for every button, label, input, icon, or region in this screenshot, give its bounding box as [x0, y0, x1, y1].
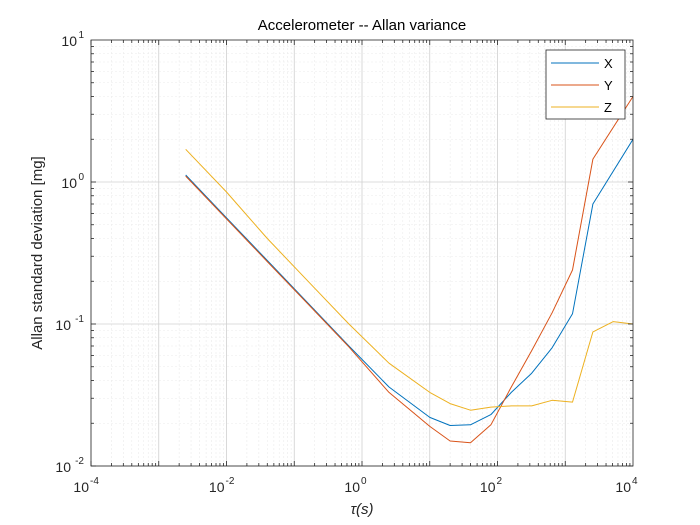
- y-tick-label: -2 10: [55, 456, 84, 475]
- y-tick-label: 010: [61, 172, 84, 191]
- x-tick-label: 10 -2: [209, 476, 235, 495]
- legend-label-y: Y: [604, 78, 613, 93]
- y-tick-base: 10: [61, 175, 77, 191]
- legend: XYZ: [545, 49, 626, 120]
- series-line-z: [185, 148, 633, 411]
- x-tick-exponent: 0: [361, 476, 367, 487]
- y-tick-base: 10: [61, 33, 77, 49]
- x-tick-label: 10 4: [615, 476, 638, 495]
- y-tick-exponent: -1: [75, 314, 84, 325]
- series-layer: [185, 96, 633, 444]
- x-tick-exponent: 4: [632, 476, 638, 487]
- x-tick-base: 10: [615, 479, 631, 495]
- x-tick-exponent: 2: [497, 476, 503, 487]
- y-tick-base: 10: [55, 459, 71, 475]
- x-tick-label: 10 0: [344, 476, 367, 495]
- y-tick-base: 10: [55, 317, 71, 333]
- x-tick-exponent: -2: [226, 476, 235, 487]
- x-tick-base: 10: [480, 479, 496, 495]
- tick-marks: [90, 40, 633, 467]
- y-tick-label: 110: [61, 30, 84, 49]
- x-tick-base: 10: [209, 479, 225, 495]
- chart-title: Accelerometer -- Allan variance: [258, 17, 466, 34]
- x-tick-label: 10 -4: [73, 476, 99, 495]
- x-tick-label: 10 2: [480, 476, 503, 495]
- x-axis-label: τ(s): [350, 501, 373, 518]
- series-line-y: [185, 96, 633, 444]
- x-tick-base: 10: [344, 479, 360, 495]
- legend-label-x: X: [604, 56, 613, 71]
- grid-lines: [90, 40, 633, 467]
- y-tick-exponent: 0: [78, 172, 84, 183]
- x-tick-labels: 10 -4 10 -2 10 0 10 2 10 4: [73, 476, 638, 495]
- y-axis-label: Allan standard deviation [mg]: [29, 156, 46, 349]
- y-tick-label: -1 10: [55, 314, 84, 333]
- y-tick-exponent: -2: [75, 456, 84, 467]
- legend-label-z: Z: [604, 100, 612, 115]
- x-tick-exponent: -4: [90, 476, 99, 487]
- y-tick-exponent: 1: [78, 30, 84, 41]
- x-tick-base: 10: [73, 479, 89, 495]
- series-line-x: [185, 139, 633, 426]
